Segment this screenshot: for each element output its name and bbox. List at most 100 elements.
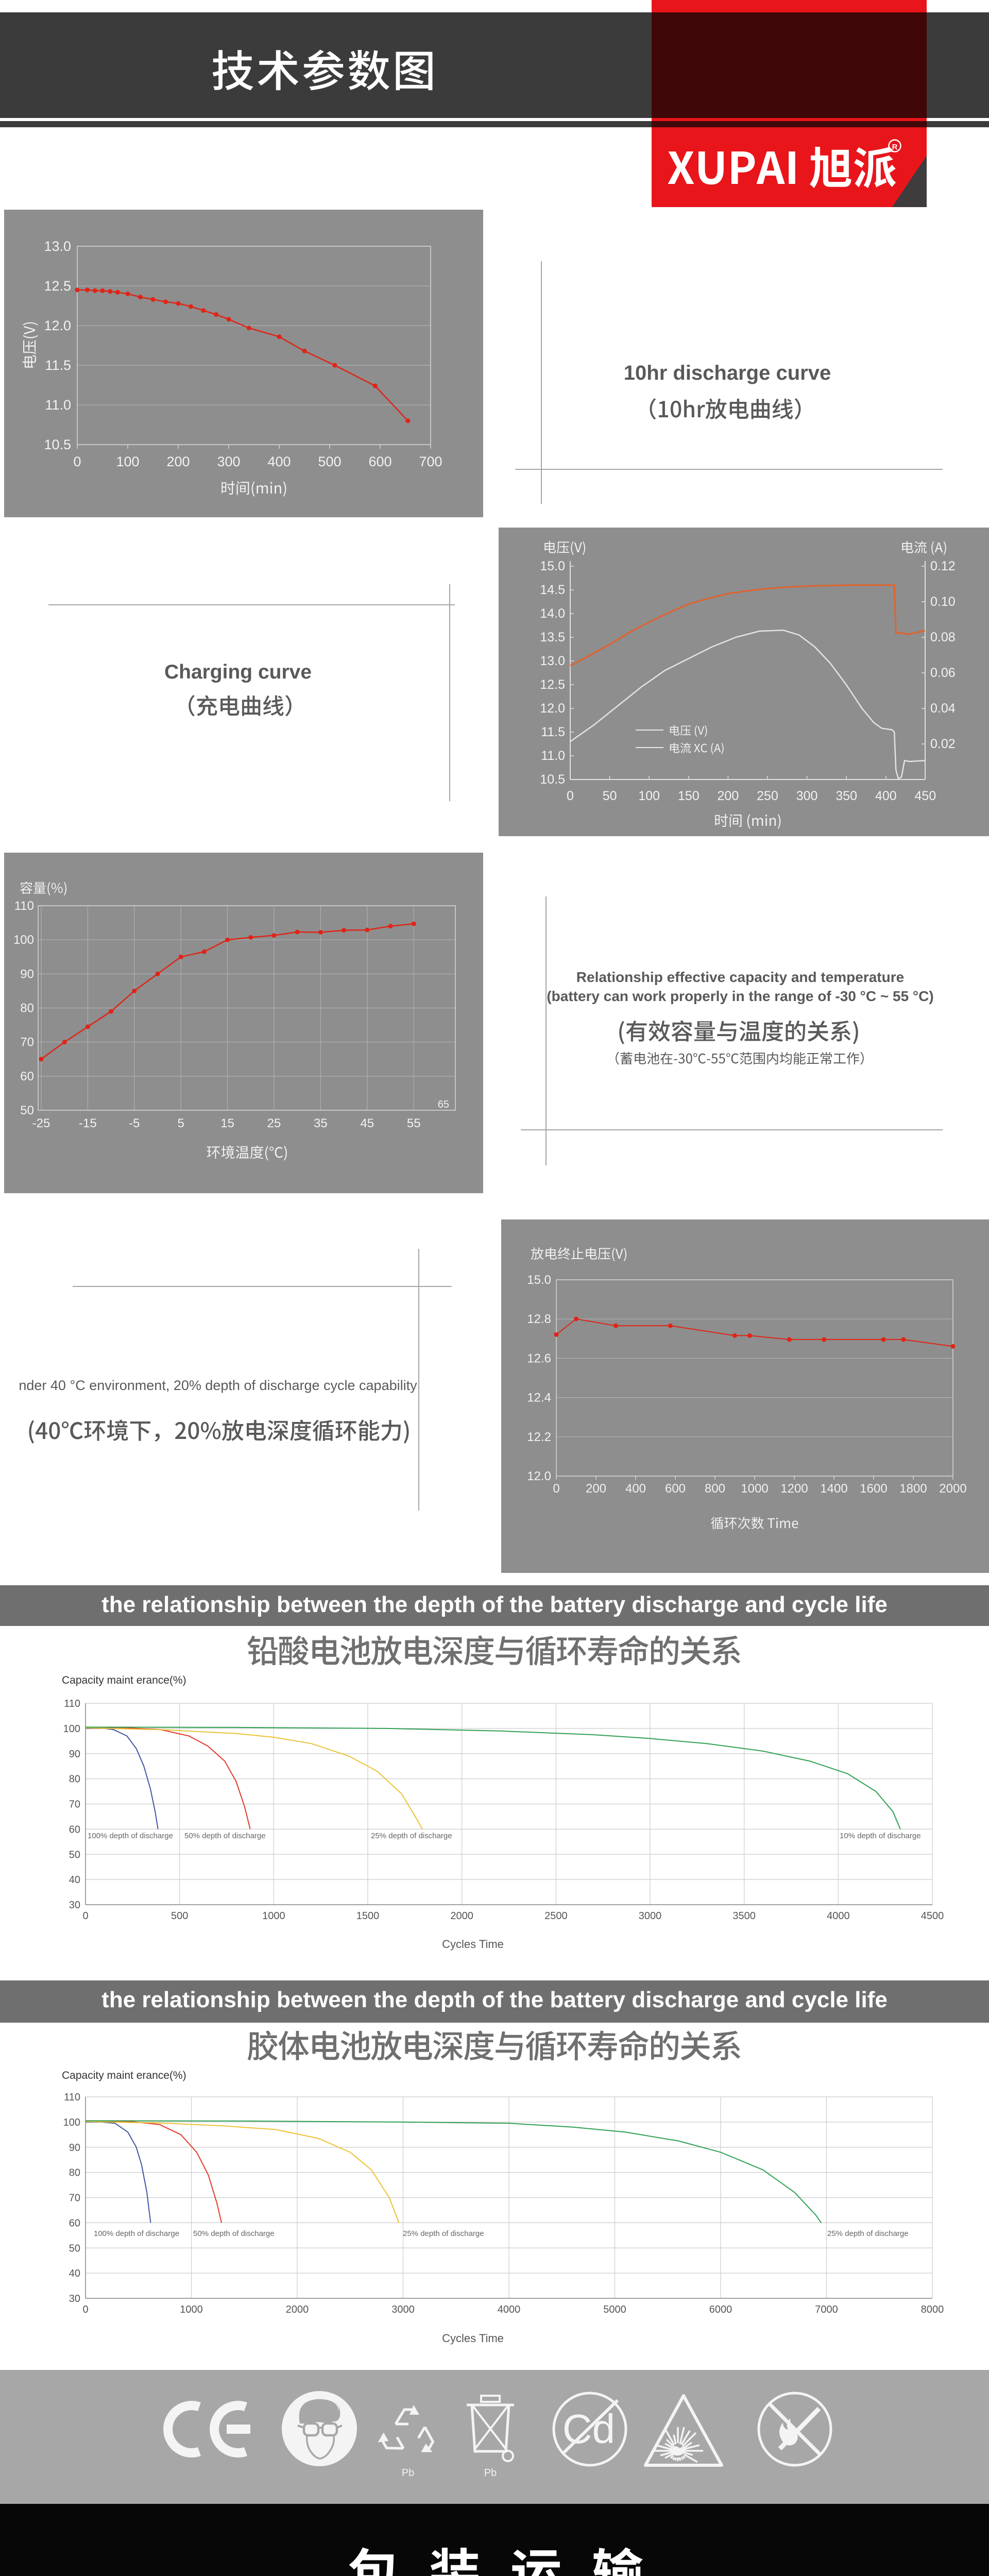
svg-text:500: 500 xyxy=(171,1910,188,1922)
svg-text:11.0: 11.0 xyxy=(45,397,71,413)
svg-text:0: 0 xyxy=(553,1482,559,1496)
svg-text:110: 110 xyxy=(64,1698,80,1709)
svg-text:10.5: 10.5 xyxy=(540,772,565,787)
svg-text:Capacity maint erance(%): Capacity maint erance(%) xyxy=(62,2070,186,2081)
svg-text:500: 500 xyxy=(318,454,341,469)
svg-text:Relationship effective capacit: Relationship effective capacity and temp… xyxy=(576,969,904,985)
svg-text:70: 70 xyxy=(69,2193,80,2204)
svg-text:Cycles Time: Cycles Time xyxy=(442,1938,504,1951)
svg-text:3000: 3000 xyxy=(639,1910,662,1922)
svg-text:90: 90 xyxy=(69,2142,80,2154)
svg-text:13.5: 13.5 xyxy=(540,630,565,645)
svg-text:12.5: 12.5 xyxy=(540,677,565,692)
svg-text:15.0: 15.0 xyxy=(527,1273,551,1287)
svg-text:the relationship between the d: the relationship between the depth of th… xyxy=(101,1592,888,1617)
svg-text:13.0: 13.0 xyxy=(44,239,71,254)
svg-text:45: 45 xyxy=(360,1116,374,1130)
svg-text:300: 300 xyxy=(796,789,818,803)
svg-text:400: 400 xyxy=(875,789,897,803)
svg-text:11.5: 11.5 xyxy=(541,725,565,739)
svg-text:12.0: 12.0 xyxy=(540,701,565,716)
svg-text:800: 800 xyxy=(705,1482,725,1496)
svg-text:12.6: 12.6 xyxy=(527,1351,551,1365)
svg-text:1000: 1000 xyxy=(180,2304,203,2315)
svg-text:Pb: Pb xyxy=(484,2467,497,2479)
svg-text:15.0: 15.0 xyxy=(540,559,565,573)
svg-text:200: 200 xyxy=(718,789,739,803)
svg-text:Charging curve: Charging curve xyxy=(164,661,312,683)
svg-text:1500: 1500 xyxy=(356,1910,380,1922)
svg-text:200: 200 xyxy=(166,454,190,469)
svg-text:4000: 4000 xyxy=(498,2304,521,2315)
svg-text:12.8: 12.8 xyxy=(527,1312,551,1326)
svg-text:90: 90 xyxy=(69,1749,80,1760)
svg-text:3500: 3500 xyxy=(732,1910,756,1922)
svg-text:4000: 4000 xyxy=(827,1910,850,1922)
svg-text:-15: -15 xyxy=(79,1116,97,1130)
svg-text:100: 100 xyxy=(13,933,34,947)
svg-text:8000: 8000 xyxy=(921,2304,944,2315)
svg-text:60: 60 xyxy=(20,1070,34,1083)
svg-text:600: 600 xyxy=(368,454,391,469)
svg-text:100: 100 xyxy=(638,789,660,803)
svg-text:1800: 1800 xyxy=(899,1482,927,1496)
svg-text:100% depth of discharge: 100% depth of discharge xyxy=(88,1832,173,1840)
svg-text:25% depth of discharge: 25% depth of discharge xyxy=(371,1832,452,1840)
svg-text:0: 0 xyxy=(82,1910,88,1922)
svg-text:100: 100 xyxy=(63,2117,80,2128)
svg-text:1200: 1200 xyxy=(780,1482,808,1496)
svg-text:14.0: 14.0 xyxy=(540,606,565,621)
svg-text:60: 60 xyxy=(69,1824,80,1835)
svg-text:350: 350 xyxy=(835,789,857,803)
svg-text:300: 300 xyxy=(217,454,240,469)
svg-text:50% depth of discharge: 50% depth of discharge xyxy=(193,2229,275,2238)
svg-text:150: 150 xyxy=(678,789,700,803)
svg-text:1400: 1400 xyxy=(820,1482,847,1496)
svg-text:1000: 1000 xyxy=(741,1482,768,1496)
svg-text:65: 65 xyxy=(438,1099,449,1110)
svg-text:4500: 4500 xyxy=(921,1910,944,1922)
svg-text:(battery can work properly in: (battery can work properly in the range … xyxy=(547,988,933,1004)
svg-text:2000: 2000 xyxy=(286,2304,309,2315)
svg-text:0: 0 xyxy=(567,789,574,803)
svg-text:80: 80 xyxy=(20,1002,34,1015)
svg-text:10hr discharge curve: 10hr discharge curve xyxy=(624,362,831,384)
svg-text:-5: -5 xyxy=(129,1116,140,1130)
svg-text:0.10: 0.10 xyxy=(930,595,956,609)
svg-text:200: 200 xyxy=(586,1482,606,1496)
svg-text:Capacity maint erance(%): Capacity maint erance(%) xyxy=(62,1674,186,1686)
svg-text:1000: 1000 xyxy=(262,1910,285,1922)
svg-text:0.04: 0.04 xyxy=(930,701,956,716)
svg-text:0.12: 0.12 xyxy=(930,559,956,573)
svg-text:0: 0 xyxy=(73,454,81,469)
svg-text:5000: 5000 xyxy=(603,2304,626,2315)
svg-text:-25: -25 xyxy=(32,1116,50,1130)
svg-text:100: 100 xyxy=(116,454,139,469)
svg-text:2000: 2000 xyxy=(450,1910,473,1922)
svg-text:nder 40 °C environment, 20% de: nder 40 °C environment, 20% depth of dis… xyxy=(19,1378,417,1393)
svg-text:5: 5 xyxy=(178,1116,184,1130)
svg-text:12.4: 12.4 xyxy=(527,1391,551,1405)
svg-text:11.0: 11.0 xyxy=(541,749,565,763)
svg-text:15: 15 xyxy=(220,1116,234,1130)
svg-text:450: 450 xyxy=(915,789,936,803)
svg-text:25: 25 xyxy=(267,1116,281,1130)
svg-text:Pb: Pb xyxy=(402,2467,414,2479)
svg-text:50: 50 xyxy=(20,1104,34,1117)
svg-text:110: 110 xyxy=(64,2092,80,2103)
svg-text:25% depth of discharge: 25% depth of discharge xyxy=(827,2229,909,2238)
svg-text:100: 100 xyxy=(63,1723,80,1735)
svg-text:80: 80 xyxy=(69,2167,80,2179)
svg-text:700: 700 xyxy=(419,454,442,469)
svg-text:1600: 1600 xyxy=(860,1482,887,1496)
svg-text:600: 600 xyxy=(665,1482,686,1496)
svg-text:2000: 2000 xyxy=(939,1482,966,1496)
svg-text:6000: 6000 xyxy=(709,2304,732,2315)
svg-text:50: 50 xyxy=(69,1849,80,1860)
svg-text:12.0: 12.0 xyxy=(44,318,71,333)
svg-text:R: R xyxy=(892,143,898,151)
svg-text:30: 30 xyxy=(69,2293,80,2304)
svg-text:0.08: 0.08 xyxy=(930,630,956,645)
svg-text:12.5: 12.5 xyxy=(44,278,71,294)
svg-text:80: 80 xyxy=(69,1774,80,1785)
